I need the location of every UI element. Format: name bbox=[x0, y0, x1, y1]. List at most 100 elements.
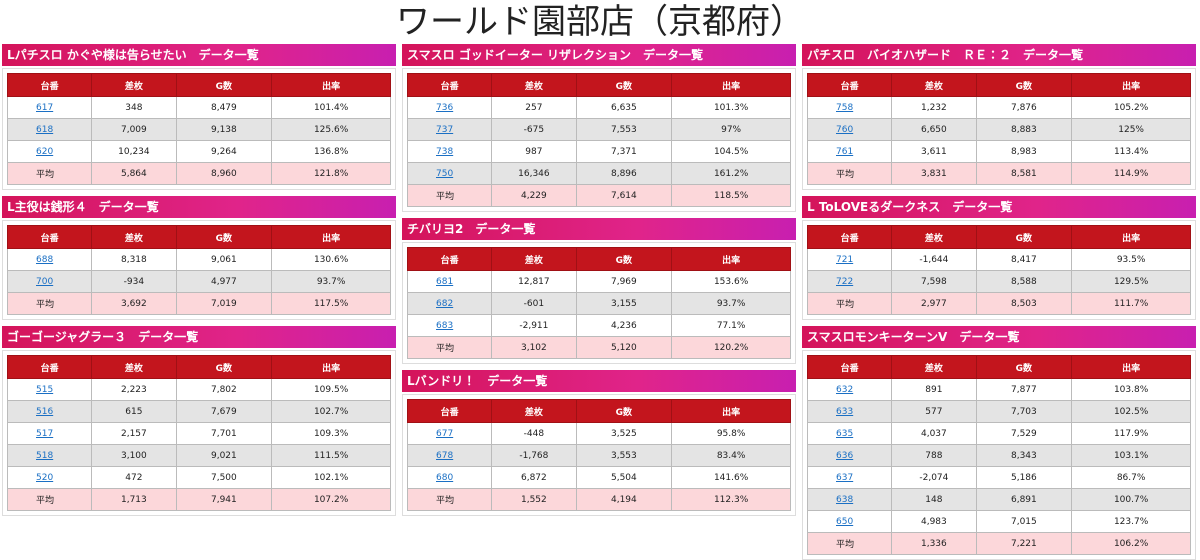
value-cell: 8,318 bbox=[91, 248, 177, 271]
machine-link[interactable]: 737 bbox=[436, 124, 454, 135]
machine-cell: 721 bbox=[806, 248, 893, 271]
machine-link[interactable]: 617 bbox=[36, 102, 54, 113]
machine-link[interactable]: 738 bbox=[436, 146, 454, 157]
value-cell: 4,977 bbox=[175, 270, 273, 293]
value-cell: 153.6% bbox=[671, 270, 791, 293]
machine-cell: 736 bbox=[406, 96, 493, 119]
value-cell: -2,911 bbox=[491, 314, 577, 337]
value-cell: 987 bbox=[491, 140, 577, 163]
machine-link[interactable]: 688 bbox=[36, 254, 54, 265]
value-cell: 8,960 bbox=[175, 162, 273, 185]
machine-link[interactable]: 618 bbox=[36, 124, 54, 135]
machine-link[interactable]: 650 bbox=[836, 516, 854, 527]
machine-link[interactable]: 515 bbox=[36, 384, 54, 395]
data-table: 台番 差枚 G数 出率 617 348 8,479 101.4% 618 7,009 9,138 12… bbox=[6, 73, 391, 185]
machine-link[interactable]: 638 bbox=[836, 494, 854, 505]
machine-cell: 700 bbox=[6, 270, 93, 293]
machine-link[interactable]: 516 bbox=[36, 406, 54, 417]
machine-cell: 758 bbox=[806, 96, 893, 119]
column: パチスロ バイオハザード ＲＥ：２ データ一覧 台番 差枚 G数 出率 758 1,232 7… bbox=[802, 44, 1196, 560]
average-label: 平均 bbox=[406, 488, 493, 511]
machine-link[interactable]: 635 bbox=[836, 428, 854, 439]
value-cell: 1,552 bbox=[491, 488, 577, 511]
machine-link[interactable]: 758 bbox=[836, 102, 854, 113]
machine-cell: 738 bbox=[406, 140, 493, 163]
value-cell: 117.9% bbox=[1071, 422, 1191, 445]
value-cell: 4,236 bbox=[575, 314, 673, 337]
value-cell: 125% bbox=[1071, 118, 1191, 141]
value-cell: 7,703 bbox=[975, 400, 1073, 423]
data-panel: ゴーゴージャグラー３ データ一覧 台番 差枚 G数 出率 515 2,223 7,802 109… bbox=[2, 326, 396, 516]
machine-link[interactable]: 750 bbox=[436, 168, 454, 179]
value-cell: 2,977 bbox=[891, 292, 977, 315]
column-header: 差枚 bbox=[91, 355, 177, 379]
data-row: 761 3,611 8,983 113.4% bbox=[806, 140, 1191, 163]
value-cell: -934 bbox=[91, 270, 177, 293]
table-box: 台番 差枚 G数 出率 632 891 7,877 103.8% 633 577 7,703 102.… bbox=[802, 350, 1196, 560]
average-row: 平均 3,692 7,019 117.5% bbox=[6, 292, 391, 315]
value-cell: 8,588 bbox=[975, 270, 1073, 293]
machine-cell: 518 bbox=[6, 444, 93, 467]
column-header: 台番 bbox=[806, 355, 893, 379]
machine-link[interactable]: 637 bbox=[836, 472, 854, 483]
machine-link[interactable]: 633 bbox=[836, 406, 854, 417]
header-row: 台番 差枚 G数 出率 bbox=[806, 355, 1191, 379]
value-cell: 100.7% bbox=[1071, 488, 1191, 511]
column: スマスロ ゴッドイーター リザレクション データ一覧 台番 差枚 G数 出率 736 257… bbox=[402, 44, 796, 560]
column-header: 台番 bbox=[6, 225, 93, 249]
value-cell: 8,479 bbox=[175, 96, 273, 119]
machine-link[interactable]: 680 bbox=[436, 472, 454, 483]
machine-cell: 637 bbox=[806, 466, 893, 489]
machine-link[interactable]: 721 bbox=[836, 254, 854, 265]
column-header: G数 bbox=[575, 73, 673, 97]
column-header: 差枚 bbox=[91, 73, 177, 97]
machine-link[interactable]: 683 bbox=[436, 320, 454, 331]
machine-cell: 618 bbox=[6, 118, 93, 141]
column-header: 出率 bbox=[671, 247, 791, 271]
machine-link[interactable]: 761 bbox=[836, 146, 854, 157]
panel-title: Lパチスロ かぐや様は告らせたい データ一覧 bbox=[2, 44, 396, 66]
machine-cell: 681 bbox=[406, 270, 493, 293]
data-row: 683 -2,911 4,236 77.1% bbox=[406, 314, 791, 337]
machine-link[interactable]: 636 bbox=[836, 450, 854, 461]
average-row: 平均 1,336 7,221 106.2% bbox=[806, 532, 1191, 555]
value-cell: 257 bbox=[491, 96, 577, 119]
machine-cell: 650 bbox=[806, 510, 893, 533]
machine-link[interactable]: 678 bbox=[436, 450, 454, 461]
column-header: 差枚 bbox=[491, 399, 577, 423]
data-row: 620 10,234 9,264 136.8% bbox=[6, 140, 391, 163]
column-header: G数 bbox=[975, 73, 1073, 97]
machine-link[interactable]: 520 bbox=[36, 472, 54, 483]
data-panel: チバリヨ2 データ一覧 台番 差枚 G数 出率 681 12,817 7,969 153.6% 6… bbox=[402, 218, 796, 364]
machine-link[interactable]: 682 bbox=[436, 298, 454, 309]
value-cell: 102.5% bbox=[1071, 400, 1191, 423]
panel-title: チバリヨ2 データ一覧 bbox=[402, 218, 796, 240]
value-cell: 7,679 bbox=[175, 400, 273, 423]
machine-link[interactable]: 722 bbox=[836, 276, 854, 287]
machine-link[interactable]: 517 bbox=[36, 428, 54, 439]
value-cell: 3,102 bbox=[491, 336, 577, 359]
value-cell: 9,138 bbox=[175, 118, 273, 141]
machine-link[interactable]: 620 bbox=[36, 146, 54, 157]
panel-title: パチスロ バイオハザード ＲＥ：２ データ一覧 bbox=[802, 44, 1196, 66]
machine-cell: 617 bbox=[6, 96, 93, 119]
machine-link[interactable]: 736 bbox=[436, 102, 454, 113]
machine-cell: 678 bbox=[406, 444, 493, 467]
column-header: G数 bbox=[975, 355, 1073, 379]
machine-link[interactable]: 632 bbox=[836, 384, 854, 395]
value-cell: 1,336 bbox=[891, 532, 977, 555]
value-cell: 5,120 bbox=[575, 336, 673, 359]
machine-link[interactable]: 677 bbox=[436, 428, 454, 439]
value-cell: 7,553 bbox=[575, 118, 673, 141]
machine-link[interactable]: 700 bbox=[36, 276, 54, 287]
machine-cell: 632 bbox=[806, 378, 893, 401]
machine-link[interactable]: 681 bbox=[436, 276, 454, 287]
value-cell: 120.2% bbox=[671, 336, 791, 359]
value-cell: 7,529 bbox=[975, 422, 1073, 445]
value-cell: 788 bbox=[891, 444, 977, 467]
panel-title: Lバンドリ！ データ一覧 bbox=[402, 370, 796, 392]
machine-link[interactable]: 518 bbox=[36, 450, 54, 461]
value-cell: 97% bbox=[671, 118, 791, 141]
data-table: 台番 差枚 G数 出率 677 -448 3,525 95.8% 678 -1,768 3,553 8… bbox=[406, 399, 791, 511]
machine-link[interactable]: 760 bbox=[836, 124, 854, 135]
